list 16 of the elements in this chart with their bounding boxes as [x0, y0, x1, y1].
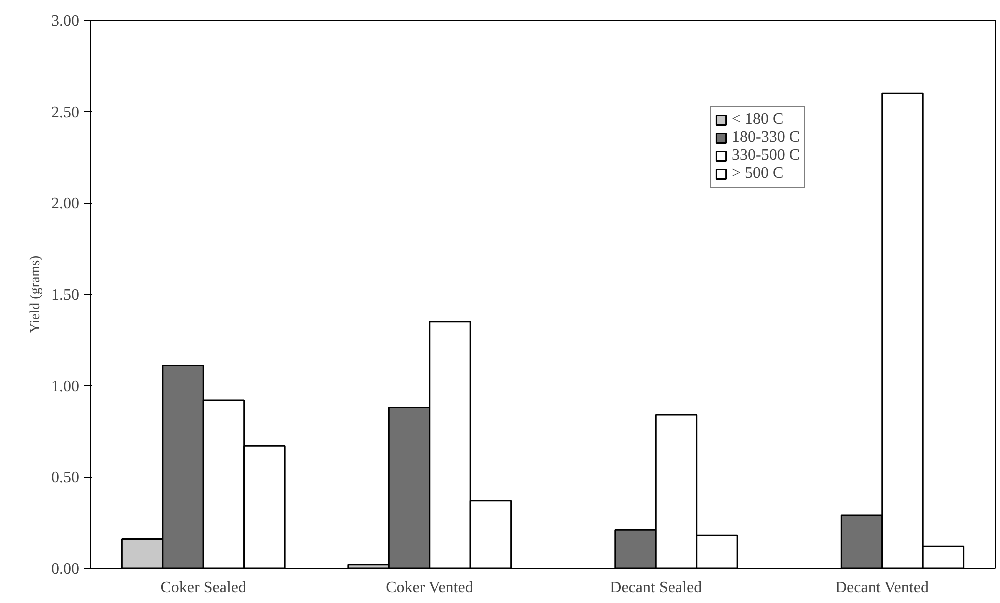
- y-axis-title: Yield (grams): [28, 255, 44, 334]
- x-tick-label: Coker Sealed: [160, 580, 246, 596]
- legend-label: > 500 C: [732, 165, 784, 183]
- y-tick-label: 2.00: [52, 196, 80, 213]
- y-tick-label: 1.50: [52, 287, 80, 304]
- x-tick-label: Decant Sealed: [610, 580, 702, 596]
- legend-label: 330-500 C: [732, 147, 800, 165]
- x-tick-label: Decant Vented: [836, 580, 929, 596]
- y-tick-label: 0.50: [52, 470, 80, 487]
- y-tick-label: 3.00: [52, 13, 80, 30]
- y-tick-label: 2.50: [52, 104, 80, 122]
- x-tick-label: Coker Vented: [386, 580, 474, 596]
- legend-label: 180-330 C: [732, 129, 800, 147]
- legend-label: < 180 C: [732, 111, 784, 129]
- y-tick-label: 1.00: [52, 378, 80, 396]
- y-tick-label: 0.00: [52, 561, 80, 578]
